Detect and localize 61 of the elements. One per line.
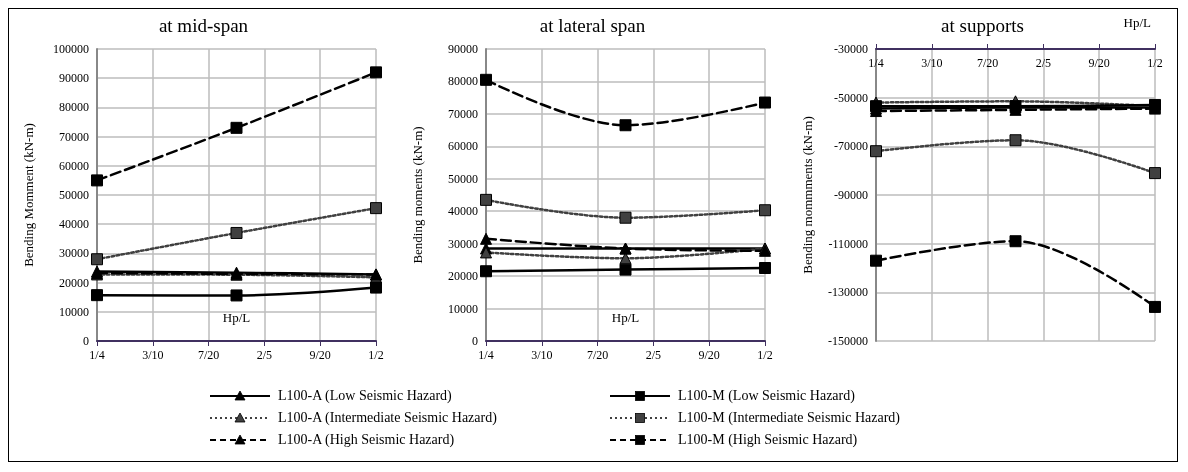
y-tick-label: 70000	[448, 106, 479, 121]
y-axis-title: Bending mommments (kN-m)	[799, 116, 815, 274]
y-tick-label: 90000	[448, 42, 479, 56]
legend-label: L100-M (Low Seismic Hazard)	[678, 388, 855, 404]
y-tick-label: -110000	[828, 236, 868, 251]
chart-title: at supports	[940, 15, 1024, 36]
y-tick-label: -70000	[833, 139, 868, 154]
y-tick-label: 10000	[448, 301, 479, 316]
legend-label: L100-M (Intermediate Seismic Hazard)	[678, 410, 900, 426]
x-tick-label: 1/4	[867, 56, 884, 70]
y-tick-label: 70000	[59, 129, 89, 144]
y-tick-label: 30000	[59, 246, 89, 261]
x-tick-label: 3/10	[531, 348, 553, 362]
y-tick-label: 80000	[448, 74, 479, 89]
x-tick-label: 1/2	[1146, 56, 1163, 70]
y-tick-label: 10000	[59, 304, 89, 319]
y-tick-label: 80000	[59, 100, 89, 115]
y-tick-label: 20000	[448, 269, 479, 284]
x-tick-label: 1/2	[757, 348, 773, 362]
y-axis-title: Bending moments (kN-m)	[410, 126, 426, 264]
y-tick-label: -30000	[833, 42, 868, 56]
y-tick-label: 100000	[53, 42, 89, 56]
y-tick-label: 40000	[448, 204, 479, 219]
x-tick-label: 9/20	[309, 348, 331, 362]
y-tick-label: 60000	[448, 139, 479, 154]
y-tick-label: 50000	[59, 188, 89, 202]
y-tick-label: 30000	[448, 236, 479, 251]
chart-title: at lateral span	[540, 15, 647, 36]
x-tick-label: 2/5	[256, 348, 273, 362]
x-tick-label: 7/20	[976, 56, 998, 70]
x-tick-label: 3/10	[142, 348, 164, 362]
x-tick-label: 2/5	[646, 348, 662, 362]
y-tick-label: 0	[83, 334, 89, 348]
y-tick-label: 20000	[59, 275, 89, 290]
x-tick-label: 3/10	[920, 56, 943, 70]
y-tick-label: -50000	[833, 90, 868, 105]
x-tick-label: 1/4	[478, 348, 494, 362]
x-tick-label: 9/20	[1088, 56, 1110, 70]
legend-label: L100-A (Low Seismic Hazard)	[278, 388, 452, 404]
x-tick-label: 9/20	[698, 348, 721, 362]
x-tick-label: 7/20	[197, 348, 220, 362]
x-axis-title: Hp/L	[612, 309, 640, 325]
y-tick-label: 90000	[59, 71, 89, 86]
x-axis-title: Hp/L	[222, 309, 251, 325]
x-axis-title: Hp/L	[1123, 15, 1151, 30]
x-tick-label: 2/5	[1035, 56, 1051, 70]
y-tick-label: 60000	[59, 158, 89, 173]
y-tick-label: -150000	[827, 334, 868, 348]
y-axis-title: Bending Momment (kN-m)	[21, 123, 36, 267]
x-tick-label: 7/20	[587, 348, 609, 362]
chart-title: at mid-span	[158, 15, 249, 36]
legend-label: L100-A (High Seismic Hazard)	[278, 432, 455, 448]
y-tick-label: -130000	[827, 285, 868, 300]
x-tick-label: 1/4	[89, 348, 105, 362]
y-tick-label: -90000	[833, 188, 868, 202]
legend-label: L100-A (Intermediate Seismic Hazard)	[278, 410, 497, 426]
y-tick-label: 50000	[448, 171, 479, 186]
y-tick-label: 40000	[59, 217, 89, 232]
x-tick-label: 1/2	[368, 348, 384, 362]
y-tick-label: 0	[472, 334, 479, 348]
legend-label: L100-M (High Seismic Hazard)	[678, 432, 858, 448]
